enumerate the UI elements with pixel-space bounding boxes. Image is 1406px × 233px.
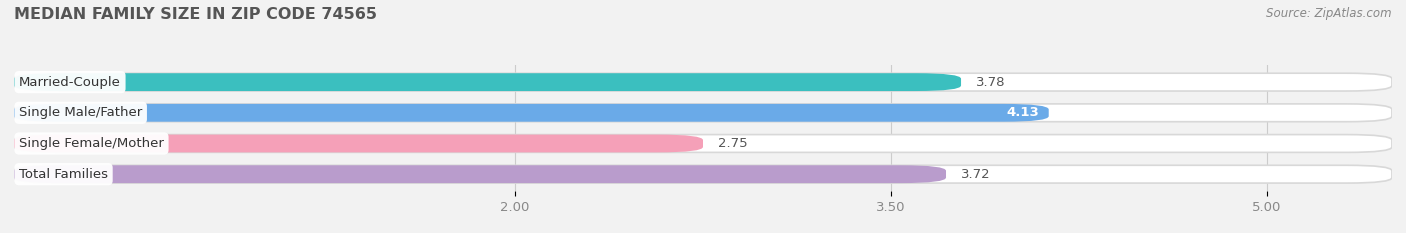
FancyBboxPatch shape [14,165,946,183]
Text: 2.75: 2.75 [718,137,748,150]
FancyBboxPatch shape [14,73,1392,91]
Text: Married-Couple: Married-Couple [20,76,121,89]
Text: Total Families: Total Families [20,168,108,181]
FancyBboxPatch shape [14,165,1392,183]
Text: Single Female/Mother: Single Female/Mother [20,137,165,150]
Text: Single Male/Father: Single Male/Father [20,106,142,119]
FancyBboxPatch shape [14,135,703,152]
Text: Source: ZipAtlas.com: Source: ZipAtlas.com [1267,7,1392,20]
FancyBboxPatch shape [14,135,1392,152]
FancyBboxPatch shape [14,73,962,91]
FancyBboxPatch shape [14,104,1049,122]
FancyBboxPatch shape [14,104,1392,122]
Text: 3.78: 3.78 [976,76,1005,89]
Text: MEDIAN FAMILY SIZE IN ZIP CODE 74565: MEDIAN FAMILY SIZE IN ZIP CODE 74565 [14,7,377,22]
Text: 4.13: 4.13 [1005,106,1039,119]
Text: 3.72: 3.72 [962,168,991,181]
